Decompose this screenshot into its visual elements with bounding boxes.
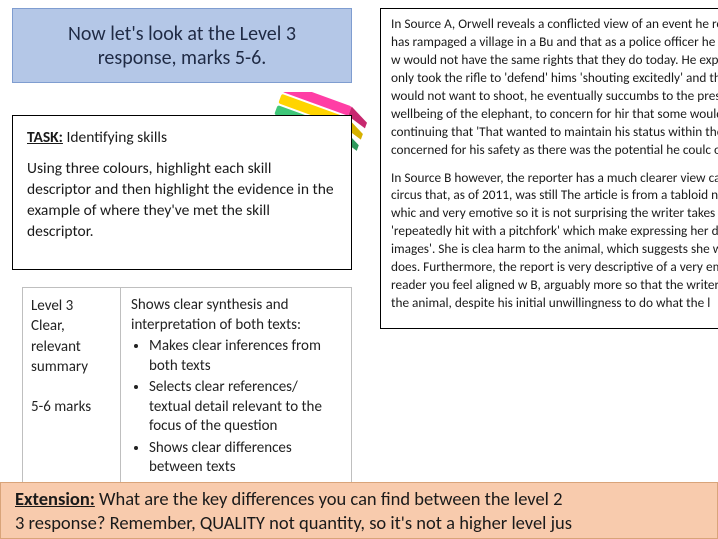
source-para-b: In Source B however, the reporter has a … — [391, 169, 718, 313]
extension-line2: 3 response? Remember, QUALITY not quanti… — [15, 511, 703, 535]
level-line: 5-6 marks — [31, 397, 112, 417]
level-line: Level 3 — [31, 296, 112, 316]
task-box: TASK: Identifying skills Using three col… — [12, 115, 352, 270]
task-body: Using three colours, highlight each skil… — [27, 159, 337, 243]
level-bullets: Makes clear inferences from both texts S… — [131, 337, 341, 478]
task-label: TASK: — [27, 128, 63, 147]
list-item: Makes clear inferences from both texts — [149, 337, 341, 376]
task-title: Identifying skills — [63, 128, 167, 147]
header-callout: Now let's look at the Level 3 response, … — [12, 8, 352, 83]
list-item: Shows clear differences between texts — [149, 439, 341, 478]
level-table-left: Level 3 Clear, relevant summary 5-6 mark… — [23, 288, 121, 490]
header-text: Now let's look at the Level 3 response, … — [31, 22, 333, 70]
level-line — [31, 377, 112, 397]
list-item: Selects clear references/ textual detail… — [149, 378, 341, 437]
level-right-heading: Shows clear synthesis and interpretation… — [131, 296, 341, 335]
source-para-a: In Source A, Orwell reveals a conflicted… — [391, 15, 718, 159]
level-line: summary — [31, 357, 112, 377]
level-line: Clear, — [31, 316, 112, 336]
level-descriptor-table: Level 3 Clear, relevant summary 5-6 mark… — [22, 287, 352, 491]
extension-text1: What are the key differences you can fin… — [95, 487, 563, 510]
level-table-right: Shows clear synthesis and interpretation… — [121, 288, 351, 490]
task-heading: TASK: Identifying skills — [27, 128, 337, 149]
level-line: relevant — [31, 337, 112, 357]
extension-box: Extension: What are the key differences … — [0, 482, 718, 539]
extension-label: Extension: — [15, 487, 95, 510]
extension-line1: Extension: What are the key differences … — [15, 487, 703, 511]
exemplar-response-box: In Source A, Orwell reveals a conflicted… — [380, 8, 718, 329]
